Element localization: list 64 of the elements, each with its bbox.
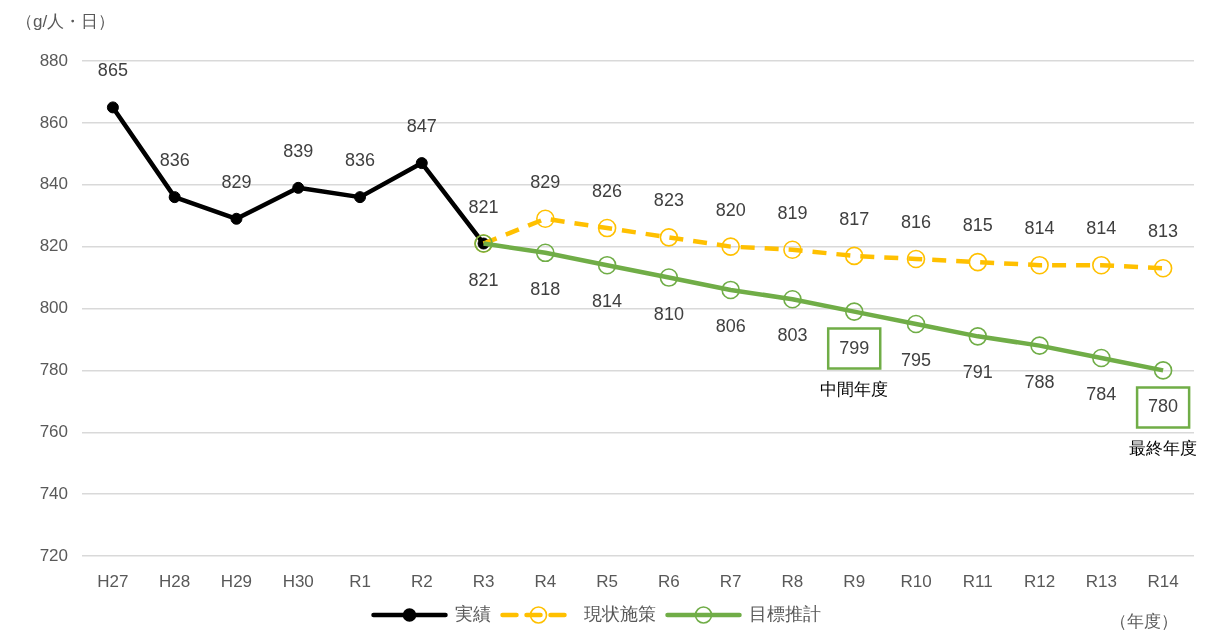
- x-tick-label: R5: [596, 571, 618, 591]
- legend-label: 現状施策: [583, 603, 656, 624]
- x-tick-label: R10: [900, 571, 932, 591]
- x-tick-label: R7: [719, 571, 742, 591]
- x-tick-label: R6: [658, 571, 680, 591]
- x-tick-label: R8: [781, 571, 804, 591]
- x-tick-label: R12: [1023, 571, 1056, 591]
- annotation: 中間年度: [820, 380, 889, 400]
- data-label: 803: [777, 325, 808, 346]
- y-tick-label: 740: [39, 483, 68, 503]
- data-label: 836: [159, 150, 190, 171]
- data-label: 818: [530, 278, 561, 299]
- x-tick-label: R4: [534, 571, 557, 591]
- data-label: 829: [221, 171, 252, 192]
- data-label: 839: [283, 140, 314, 161]
- x-tick-label: R11: [962, 571, 993, 591]
- data-label: 806: [715, 315, 746, 336]
- data-label: 821: [468, 269, 499, 290]
- data-label: 816: [900, 211, 932, 232]
- y-tick-label: 800: [39, 298, 68, 318]
- data-label: 865: [97, 60, 128, 81]
- data-label: 820: [715, 199, 746, 220]
- data-label: 810: [653, 303, 684, 324]
- data-label: 847: [406, 116, 437, 137]
- data-label: 823: [653, 190, 684, 211]
- x-tick-label: R3: [472, 571, 495, 591]
- data-label: 814: [592, 291, 623, 312]
- x-tick-label: R2: [410, 571, 433, 591]
- data-label: 780: [1148, 396, 1179, 417]
- x-tick-label: R1: [349, 571, 371, 591]
- data-label: 814: [1086, 218, 1117, 239]
- annotation: 最終年度: [1129, 439, 1198, 459]
- data-label: 784: [1086, 383, 1117, 404]
- y-tick-label: 820: [39, 236, 68, 256]
- y-tick-label: 780: [39, 360, 68, 380]
- x-tick-label: H27: [97, 571, 129, 591]
- data-label: 814: [1024, 218, 1055, 239]
- y-tick-label: 880: [39, 50, 68, 70]
- data-label: 795: [900, 349, 932, 370]
- data-label: 829: [530, 171, 561, 192]
- data-label: 799: [839, 337, 870, 358]
- x-tick-label: H28: [159, 571, 191, 591]
- y-tick-label: 860: [39, 112, 68, 132]
- x-tick-label: H30: [282, 571, 314, 591]
- data-label: 791: [962, 362, 993, 383]
- data-label: 815: [962, 215, 993, 236]
- data-label: 836: [344, 150, 376, 171]
- x-tick-label: R9: [843, 571, 866, 591]
- data-label: 819: [777, 202, 808, 223]
- x-tick-label: H29: [220, 571, 253, 591]
- data-label: 826: [592, 181, 623, 202]
- y-tick-label: 840: [39, 174, 68, 194]
- data-label: 813: [1148, 221, 1179, 242]
- legend-label: 目標推計: [748, 603, 821, 624]
- x-tick-label: R13: [1085, 571, 1117, 591]
- data-label: 821: [468, 196, 499, 217]
- x-tick-label: R14: [1147, 571, 1179, 591]
- y-tick-label: 760: [39, 421, 68, 441]
- x-axis-title: （年度）: [1110, 611, 1178, 631]
- y-axis-title: （g/人・日）: [16, 11, 116, 31]
- data-label: 788: [1024, 371, 1055, 392]
- y-tick-label: 720: [39, 545, 68, 565]
- legend-label: 実績: [454, 603, 491, 624]
- data-label: 817: [839, 208, 870, 229]
